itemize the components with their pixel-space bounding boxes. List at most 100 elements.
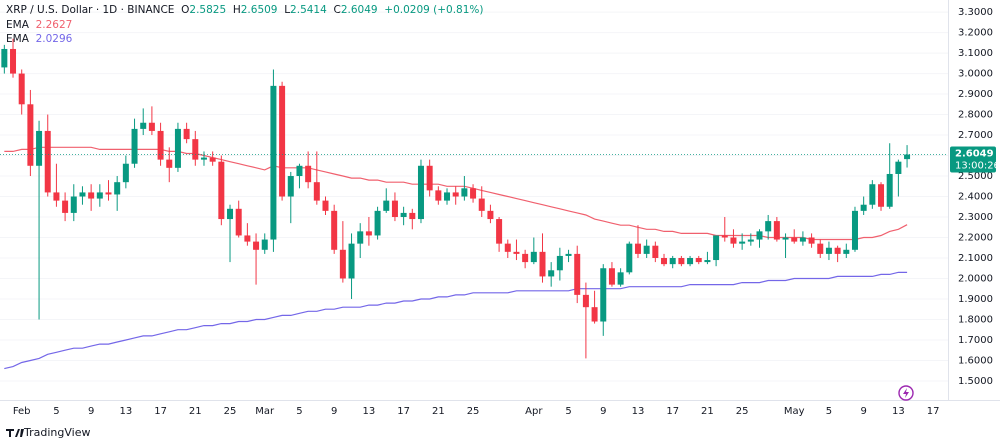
x-tick-label: 5 (826, 406, 832, 417)
ohlc-key: H (232, 4, 241, 16)
x-tick-label: 9 (331, 406, 337, 417)
ema-legend: EMA 2.2627 (6, 19, 72, 31)
ema-name: EMA (6, 33, 29, 45)
y-tick-label: 2.0000 (958, 273, 993, 284)
x-tick-label: 17 (927, 406, 940, 417)
x-tick-label: 13 (892, 406, 905, 417)
candle-body (105, 192, 112, 195)
candle-body (122, 163, 129, 183)
candle-body (756, 231, 763, 240)
candle-body (36, 130, 43, 166)
candle-body (504, 243, 511, 252)
candle-body (1, 48, 8, 68)
candle-body (695, 257, 702, 263)
candle-body (461, 188, 468, 197)
candle-body (79, 192, 86, 197)
candle-body (209, 157, 216, 162)
candle-body (565, 253, 572, 256)
candle-body (765, 221, 772, 232)
x-tick-label: 9 (600, 406, 606, 417)
candle-body (253, 241, 260, 250)
candle-body (721, 235, 728, 238)
y-tick-label: 2.1000 (958, 253, 993, 264)
x-tick-label: 17 (397, 406, 410, 417)
candle-body (62, 200, 69, 213)
candle-body (313, 182, 320, 201)
candle-body (10, 48, 17, 74)
ema-line (4, 271, 908, 370)
candle-body (426, 165, 433, 191)
candle-body (782, 237, 789, 240)
candle-body (678, 257, 685, 265)
candle-body (825, 247, 832, 254)
candle-body (417, 165, 424, 220)
y-tick-label: 2.8000 (958, 110, 993, 121)
y-tick-label: 2.2000 (958, 233, 993, 244)
candle-body (634, 243, 641, 254)
candle-body (374, 210, 381, 236)
x-tick-label: 13 (119, 406, 132, 417)
candle-body (44, 130, 51, 193)
candle-body (487, 210, 494, 220)
tradingview-logo[interactable]: TradingView (6, 426, 90, 439)
candle-body (530, 251, 537, 263)
ohlc-value: 2.5414 (290, 4, 327, 16)
symbol: XRP / U.S. Dollar · 1D · BINANCE (6, 4, 175, 16)
candle-body (88, 192, 95, 199)
y-tick-label: 1.7000 (958, 335, 993, 346)
candle-body (391, 200, 398, 218)
x-tick-label: 17 (154, 406, 167, 417)
x-tick-label: 13 (363, 406, 376, 417)
candle-body (279, 85, 286, 197)
y-tick-label: 2.7000 (958, 130, 993, 141)
candle-body (365, 231, 372, 236)
brand: TradingView (23, 426, 90, 439)
candle-body (287, 176, 294, 197)
candle-body (522, 253, 529, 263)
candle-body (270, 85, 277, 240)
x-tick-label: 13 (632, 406, 645, 417)
price-tag-value: 2.6049 (955, 149, 994, 160)
x-tick-label: 5 (565, 406, 571, 417)
candle-body (600, 268, 607, 322)
candle-body (444, 192, 451, 201)
candle-body (148, 122, 155, 131)
x-tick-label: 21 (432, 406, 445, 417)
candle-body (27, 104, 34, 166)
candle-body (435, 190, 442, 201)
candle-body (131, 128, 138, 164)
candle-body (869, 184, 876, 205)
candle-body (704, 260, 711, 263)
ohlc-key: O (181, 4, 190, 16)
candle-body (200, 157, 207, 160)
candle-body (218, 161, 225, 220)
ohlc-value: 2.6049 (340, 4, 378, 16)
y-tick-label: 1.5000 (958, 376, 993, 387)
candle-body (539, 251, 546, 277)
candle-body (834, 247, 841, 254)
candle-body (348, 243, 355, 279)
candle-body (96, 192, 103, 199)
y-tick-label: 3.3000 (958, 7, 993, 18)
y-tick-label: 2.9000 (958, 89, 993, 100)
candle-body (626, 243, 633, 273)
change: +0.0209 (+0.81%) (384, 4, 484, 16)
x-tick-label: 21 (701, 406, 714, 417)
candle-body (661, 257, 668, 265)
candle-body (608, 268, 615, 285)
candle-body (331, 210, 338, 250)
ema-value: 2.0296 (35, 33, 73, 45)
lightning-icon[interactable] (898, 385, 914, 401)
candle-body (357, 231, 364, 244)
x-tick-label: Apr (525, 406, 543, 417)
candle-body (166, 159, 173, 168)
candle-body (70, 196, 77, 213)
y-tick-label: 1.9000 (958, 294, 993, 305)
candle-body (296, 165, 303, 177)
ema-value: 2.2627 (35, 19, 73, 31)
candle-body (643, 245, 650, 254)
candle-body (739, 241, 746, 244)
y-tick-label: 1.8000 (958, 314, 993, 325)
